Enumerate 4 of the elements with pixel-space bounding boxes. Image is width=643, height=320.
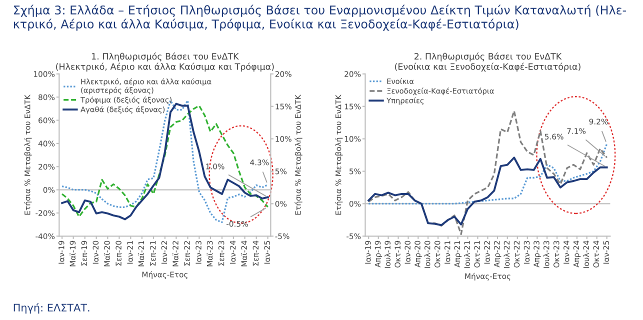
chart-title: 2. Πληθωρισμός Βάσει του ΕνΔΤΚ (Ενοίκια και Ξενοδοχεία-Καφέ-Εστιατόρια): [395, 52, 580, 72]
text: Πηγή: ΕΛΣΤΑΤ.: [14, 303, 90, 314]
text: Σχήμα 3: Ελλάδα – Ετήσιος Πληθωρισμός Βάσει του Εναρμονισμένου Δείκτη Τιμών Καταναλωτή (Ηλε- κτρικό, Αέριο και άλλα Καύσιμα, Τρόφιμα, Ενοίκια και Ξενοδοχεία-Καφέ-Εστιατόρια): [14, 4, 626, 31]
chart-title: 1. Πληθωρισμός Βάσει του ΕνΔΤΚ (Ηλεκτρικό, Αέριο και άλλα Καύσιμα και Τρόφιμα): [56, 52, 274, 72]
